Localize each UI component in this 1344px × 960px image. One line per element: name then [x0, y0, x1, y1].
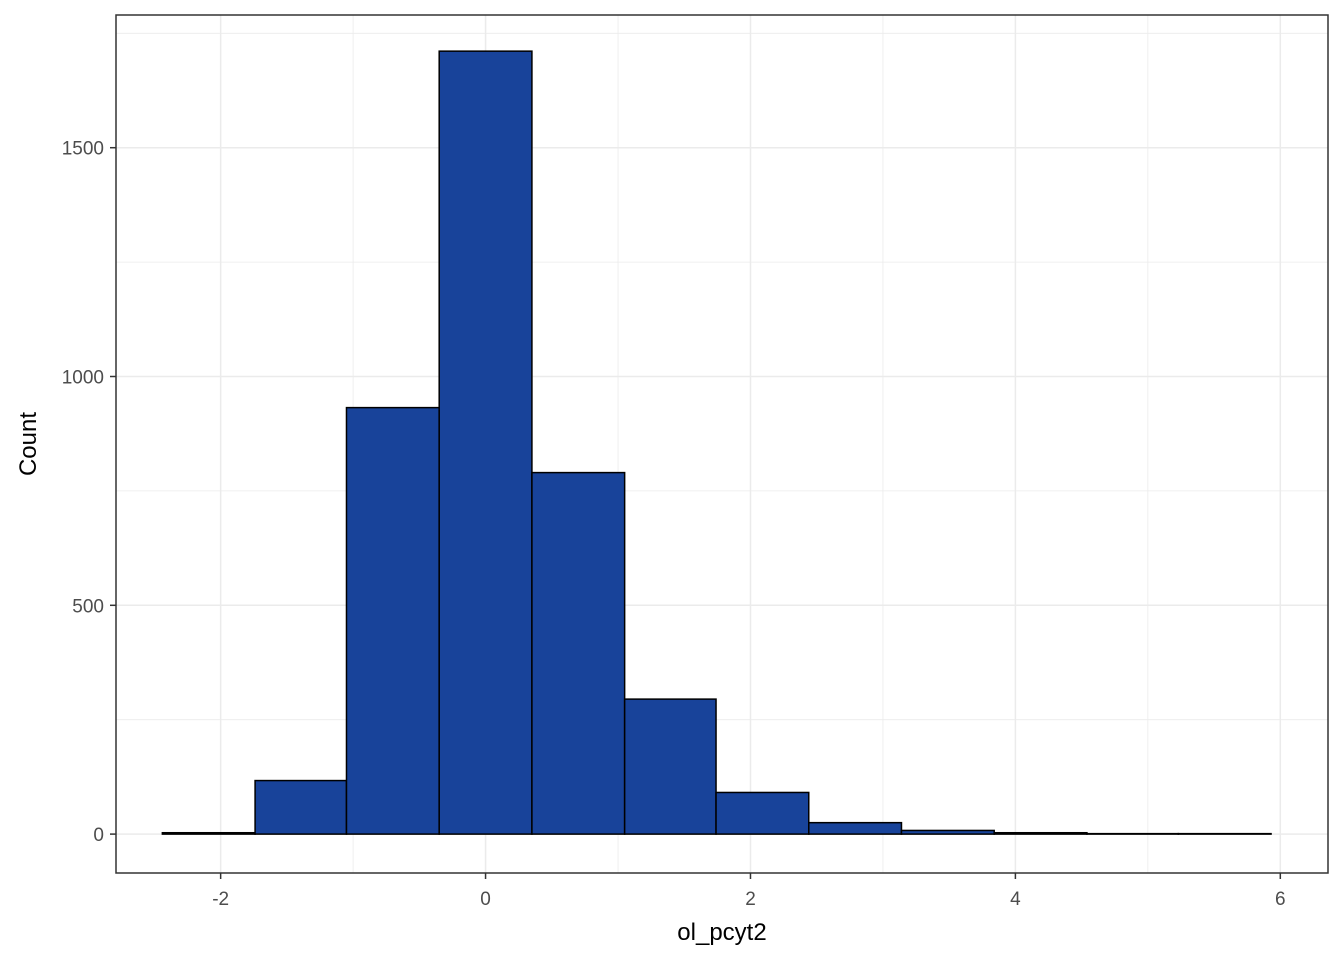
- histogram-bar-7: [715, 791, 810, 835]
- y-tick-label: 500: [72, 596, 104, 617]
- y-tick-label: 0: [93, 825, 104, 846]
- histogram-bars: [161, 50, 1272, 835]
- panel-border: [115, 14, 1329, 874]
- y-tick-label: 1000: [62, 368, 104, 389]
- x-tick-label: 6: [1275, 889, 1286, 910]
- x-axis-title: ol_pcyt2: [677, 919, 766, 946]
- y-axis-ticks: 0 500 1000 1500: [62, 139, 116, 846]
- y-axis-title: Count: [15, 412, 42, 476]
- histogram-bar-4: [438, 50, 533, 835]
- histogram-bar-10: [993, 831, 1088, 835]
- histogram-bar-9: [900, 829, 995, 835]
- histogram-bar-5: [531, 471, 626, 835]
- grid-minor: [116, 15, 1328, 873]
- histogram-bar-2: [254, 779, 348, 835]
- histogram-bar-6: [623, 698, 717, 835]
- histogram-bar-1: [161, 831, 256, 835]
- y-tick-label: 1500: [62, 139, 104, 160]
- histogram-bar-8: [808, 821, 903, 835]
- x-axis-ticks: -2 0 2 4 6: [212, 873, 1286, 910]
- x-tick-label: -2: [212, 889, 229, 910]
- histogram-bar-3: [345, 406, 440, 835]
- x-tick-label: 0: [480, 889, 491, 910]
- x-tick-label: 4: [1010, 889, 1021, 910]
- x-tick-label: 2: [745, 889, 756, 910]
